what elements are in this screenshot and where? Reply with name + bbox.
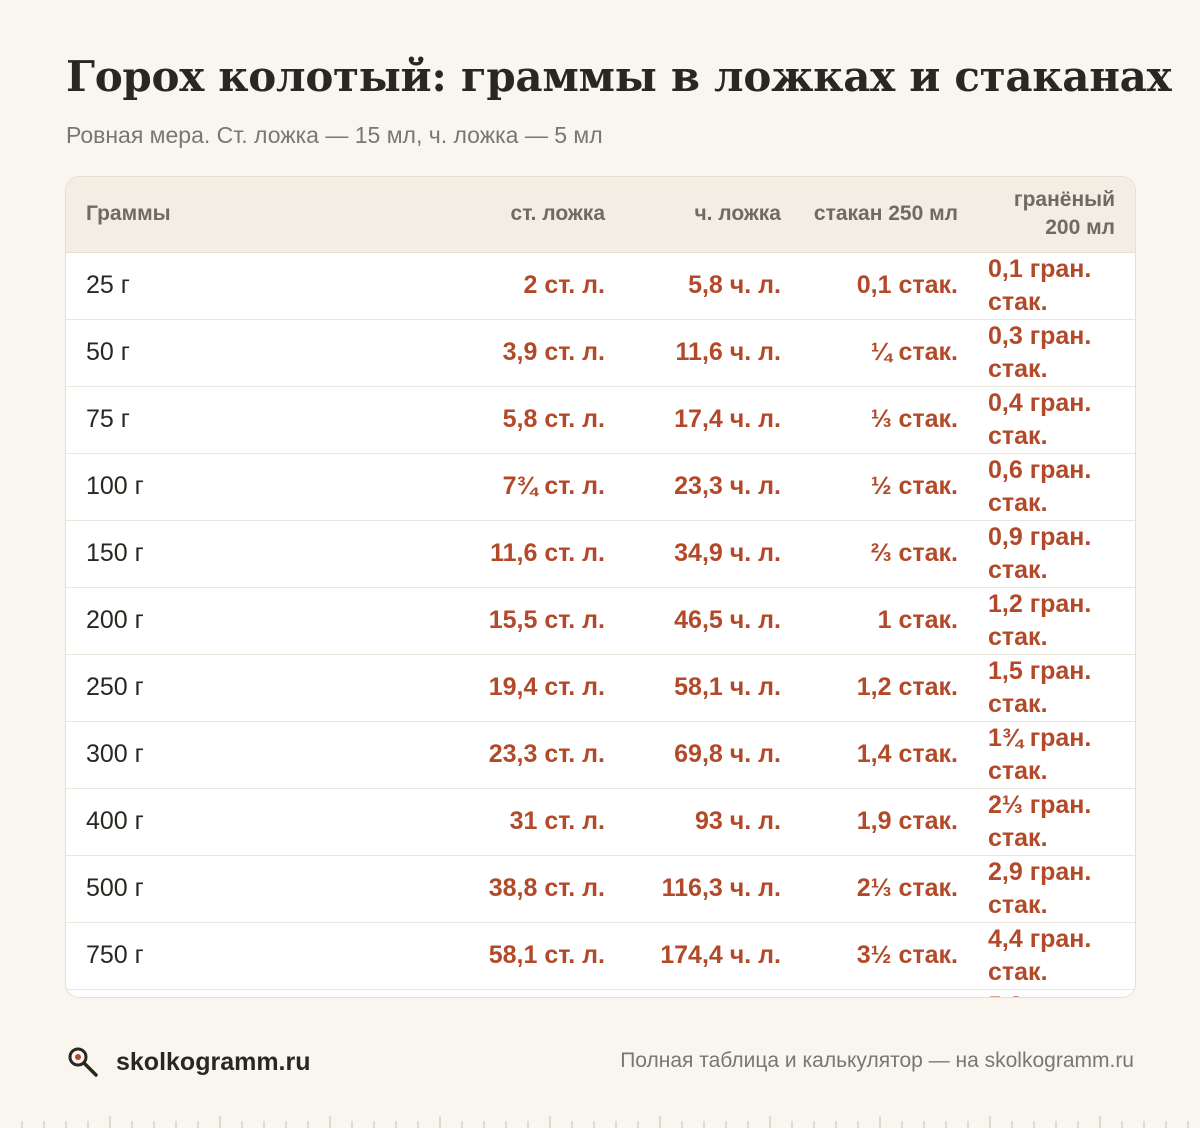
grams-cell: 25 г (86, 271, 130, 299)
grams-cell: 250 г (66, 653, 449, 721)
tablespoon-cell: 3,9 ст. л. (449, 318, 625, 386)
table-row: 25 г 2 ст. л. 5,8 ч. л. 0,1 стак. 0,1 гран. … (66, 252, 1135, 319)
column-header-grams: Граммы (66, 177, 449, 253)
faceted-glass-cell: 2,9 гран. стак. (978, 854, 1135, 922)
table-header: Граммы ст. ложка ч. ложка стакан 250 мл … (66, 177, 1135, 253)
conversion-table-card: Граммы ст. ложка ч. ложка стакан 250 мл … (65, 176, 1136, 998)
tablespoon-cell: 38,8 ст. л. (449, 854, 625, 922)
glass-250-cell: 1,2 стак. (801, 653, 978, 721)
faceted-glass-cell: 0,1 гран. стак. (988, 254, 1092, 316)
glass-250-cell: ½ стак. (801, 452, 978, 520)
column-header-glass-250: стакан 250 мл (801, 177, 978, 253)
table-header-row: Граммы ст. ложка ч. ложка стакан 250 мл … (66, 177, 1135, 253)
grams-cell: 300 г (66, 720, 449, 788)
teaspoon-cell: 5,8 ч. л. (688, 271, 781, 299)
faceted-glass-cell: 4,4 гран. стак. (978, 921, 1135, 989)
teaspoon-cell: 58,1 ч. л. (625, 653, 801, 721)
tablespoon-cell: 2 ст. л. (523, 271, 605, 299)
faceted-glass-cell: 0,4 гран. стак. (978, 385, 1135, 453)
table-row: 200 г 15,5 ст. л. 46,5 ч. л. 1 стак. 1,2 гра… (66, 586, 1135, 654)
grams-cell: 100 г (66, 452, 449, 520)
tablespoon-cell: 7¾ ст. л. (449, 452, 625, 520)
table-row: 75 г 5,8 ст. л. 17,4 ч. л. ⅓ стак. 0,4 гран.… (66, 385, 1135, 453)
magnifier-icon (68, 1047, 98, 1077)
table-row: 250 г 19,4 ст. л. 58,1 ч. л. 1,2 стак. 1,5 г… (66, 653, 1135, 721)
grams-cell: 400 г (66, 787, 449, 855)
teaspoon-cell: 34,9 ч. л. (625, 519, 801, 587)
glass-250-cell: 3½ стак. (801, 921, 978, 989)
grams-cell: 500 г (66, 854, 449, 922)
glass-250-cell: 1,4 стак. (801, 720, 978, 788)
tablespoon-cell: 5,8 ст. л. (449, 385, 625, 453)
table-row: 300 г 23,3 ст. л. 69,8 ч. л. 1,4 стак. 1¾ гр… (66, 720, 1135, 788)
table-row: 500 г 38,8 ст. л. 116,3 ч. л. 2⅓ стак. 2,9 г… (66, 854, 1135, 922)
glass-250-cell: 4⅔ стак. (801, 988, 978, 997)
teaspoon-cell: 17,4 ч. л. (625, 385, 801, 453)
faceted-glass-cell: 1¾ гран. стак. (978, 720, 1135, 788)
brand[interactable]: skolkogramm.ru (66, 1045, 311, 1079)
grams-cell: 200 г (66, 586, 449, 654)
grams-cell: 75 г (66, 385, 449, 453)
column-header-faceted-glass-200: гранёный 200 мл (978, 177, 1135, 253)
column-header-tablespoon: ст. ложка (449, 177, 625, 253)
glass-250-cell: ⅔ стак. (801, 519, 978, 587)
tablespoon-cell: 58,1 ст. л. (449, 921, 625, 989)
grams-cell: 750 г (66, 921, 449, 989)
teaspoon-cell: 174,4 ч. л. (625, 921, 801, 989)
faceted-glass-cell: 0,9 гран. стак. (978, 519, 1135, 587)
column-header-teaspoon: ч. ложка (625, 177, 801, 253)
table-row: 50 г 3,9 ст. л. 11,6 ч. л. ¼ стак. 0,3 гран.… (66, 318, 1135, 386)
tablespoon-cell: 31 ст. л. (449, 787, 625, 855)
faceted-glass-cell: 1,5 гран. стак. (978, 653, 1135, 721)
footer-note: Полная таблица и калькулятор — на skolko… (620, 1049, 1134, 1072)
faceted-glass-cell: 5,8 гран. стак. (978, 988, 1135, 997)
conversion-table: Граммы ст. ложка ч. ложка стакан 250 мл … (66, 177, 1135, 997)
teaspoon-cell: 69,8 ч. л. (625, 720, 801, 788)
table-row: 100 г 7¾ ст. л. 23,3 ч. л. ½ стак. 0,6 гран.… (66, 452, 1135, 520)
glass-250-cell: 2⅓ стак. (801, 854, 978, 922)
glass-250-cell: ⅓ стак. (801, 385, 978, 453)
grams-cell: 50 г (66, 318, 449, 386)
page-subtitle: Ровная мера. Ст. ложка — 15 мл, ч. ложка… (66, 122, 603, 148)
tablespoon-cell: 15,5 ст. л. (449, 586, 625, 654)
table-row: 750 г 58,1 ст. л. 174,4 ч. л. 3½ стак. 4,4 г… (66, 921, 1135, 989)
tablespoon-cell: 19,4 ст. л. (449, 653, 625, 721)
faceted-glass-cell: 2⅓ гран. стак. (978, 787, 1135, 855)
teaspoon-cell: 93 ч. л. (625, 787, 801, 855)
teaspoon-cell: 23,3 ч. л. (625, 452, 801, 520)
teaspoon-cell: 11,6 ч. л. (625, 318, 801, 386)
grams-cell: 1000 г (66, 988, 449, 997)
ruler-decoration (21, 1116, 1189, 1128)
glass-250-cell: 0,1 стак. (856, 271, 958, 299)
faceted-glass-cell: 1,2 гран. стак. (978, 586, 1135, 654)
page-title: Горох колотый: граммы в ложках и стакана… (66, 52, 1172, 101)
table-row: 400 г 31 ст. л. 93 ч. л. 1,9 стак. 2⅓ гран. … (66, 787, 1135, 855)
teaspoon-cell: 116,3 ч. л. (625, 854, 801, 922)
glass-250-cell: 1 стак. (801, 586, 978, 654)
grams-cell: 150 г (66, 519, 449, 587)
table-row: 150 г 11,6 ст. л. 34,9 ч. л. ⅔ стак. 0,9 гра… (66, 519, 1135, 587)
brand-name: skolkogramm.ru (116, 1047, 311, 1076)
table-row: 1000 г77,5 ст. л.232,6 ч. л.4⅔ стак.5,8 … (66, 988, 1135, 997)
tablespoon-cell: 77,5 ст. л. (449, 988, 625, 997)
table-body: 25 г 2 ст. л. 5,8 ч. л. 0,1 стак. 0,1 гран. … (66, 252, 1135, 997)
glass-250-cell: ¼ стак. (801, 318, 978, 386)
glass-250-cell: 1,9 стак. (801, 787, 978, 855)
faceted-glass-cell: 0,3 гран. стак. (978, 318, 1135, 386)
tablespoon-cell: 23,3 ст. л. (449, 720, 625, 788)
teaspoon-cell: 232,6 ч. л. (625, 988, 801, 997)
faceted-glass-cell: 0,6 гран. стак. (978, 452, 1135, 520)
tablespoon-cell: 11,6 ст. л. (449, 519, 625, 587)
teaspoon-cell: 46,5 ч. л. (625, 586, 801, 654)
